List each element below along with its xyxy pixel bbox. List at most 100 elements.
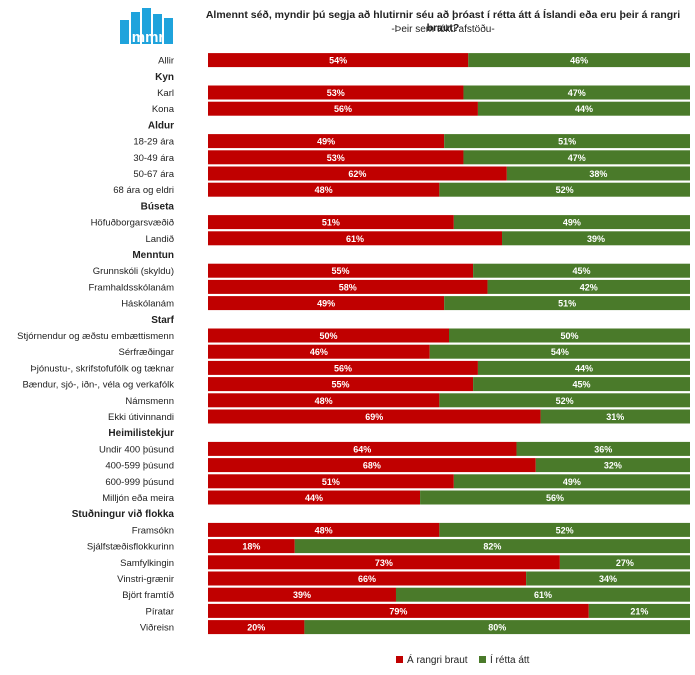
data-label: 47% bbox=[568, 153, 586, 163]
bar-retta-att bbox=[473, 377, 690, 392]
data-label: 44% bbox=[575, 104, 593, 114]
data-label: 56% bbox=[546, 493, 564, 503]
data-label: 51% bbox=[558, 137, 576, 147]
data-label: 50% bbox=[560, 331, 578, 341]
data-label: 49% bbox=[563, 477, 581, 487]
bar-rangri-braut bbox=[208, 571, 527, 586]
legend-swatch bbox=[396, 656, 403, 663]
bar-rangri-braut bbox=[208, 603, 589, 618]
data-label: 52% bbox=[556, 525, 574, 535]
bar-retta-att bbox=[502, 231, 690, 246]
category-label: Landið bbox=[145, 234, 174, 245]
group-header-label: Búseta bbox=[141, 201, 175, 212]
bar-retta-att bbox=[526, 571, 690, 586]
data-label: 52% bbox=[556, 396, 574, 406]
bar-rangri-braut bbox=[208, 409, 541, 424]
category-label: Framsókn bbox=[132, 525, 174, 536]
group-header-label: Kyn bbox=[155, 72, 174, 83]
category-label: Stjórnendur og æðstu embættismenn bbox=[17, 331, 174, 342]
data-label: 54% bbox=[551, 347, 569, 357]
bar-retta-att bbox=[516, 441, 690, 456]
data-label: 66% bbox=[358, 574, 376, 584]
data-label: 68% bbox=[363, 461, 381, 471]
logo-text: mmr bbox=[132, 29, 165, 46]
group-header-label: Heimilistekjur bbox=[108, 428, 174, 439]
bar-rangri-braut bbox=[208, 441, 517, 456]
data-label: 50% bbox=[319, 331, 337, 341]
data-label: 49% bbox=[317, 137, 335, 147]
category-label: 50-67 ára bbox=[133, 169, 174, 180]
bars-layer: Allir 54% 46% Kyn Karl 53% 47% Kona 56% 44% Aldur 1… bbox=[17, 53, 690, 635]
data-label: 79% bbox=[389, 606, 407, 616]
data-label: 44% bbox=[305, 493, 323, 503]
bar-retta-att bbox=[463, 85, 690, 100]
bar-rangri-braut bbox=[208, 296, 445, 311]
bar-rangri-braut bbox=[208, 263, 474, 278]
bar-retta-att bbox=[439, 393, 690, 408]
data-label: 39% bbox=[587, 234, 605, 244]
chart-subtitle: -Þeir sem tóku afstöðu- bbox=[391, 24, 495, 35]
bar-retta-att bbox=[506, 166, 690, 181]
data-label: 20% bbox=[247, 623, 265, 633]
legend-label: Á rangri braut bbox=[407, 653, 468, 666]
legend-swatch bbox=[479, 656, 486, 663]
data-label: 69% bbox=[365, 412, 383, 422]
category-label: Sérfræðingar bbox=[119, 347, 174, 358]
data-label: 48% bbox=[315, 525, 333, 535]
bar-rangri-braut bbox=[208, 150, 464, 165]
category-label: 30-49 ára bbox=[133, 153, 174, 164]
category-label: 18-29 ára bbox=[133, 137, 174, 148]
category-label: Undir 400 þúsund bbox=[99, 444, 174, 455]
data-label: 51% bbox=[558, 299, 576, 309]
category-label: Námsmenn bbox=[125, 396, 174, 407]
bar-retta-att bbox=[429, 344, 690, 359]
data-label: 73% bbox=[375, 558, 393, 568]
category-label: Háskólanám bbox=[121, 299, 174, 310]
category-label: Karl bbox=[157, 88, 174, 99]
group-header-label: Menntun bbox=[132, 250, 174, 261]
data-label: 62% bbox=[348, 169, 366, 179]
data-label: 45% bbox=[573, 266, 591, 276]
category-label: Grunnskóli (skyldu) bbox=[93, 266, 174, 277]
data-label: 54% bbox=[329, 56, 347, 66]
category-label: Framhaldsskólanám bbox=[88, 282, 174, 293]
data-label: 49% bbox=[563, 218, 581, 228]
bar-rangri-braut bbox=[208, 166, 507, 181]
bar-retta-att bbox=[294, 539, 690, 554]
data-label: 48% bbox=[315, 396, 333, 406]
data-label: 46% bbox=[570, 56, 588, 66]
bar-retta-att bbox=[439, 182, 690, 197]
data-label: 31% bbox=[606, 412, 624, 422]
bar-retta-att bbox=[395, 587, 690, 602]
bar-rangri-braut bbox=[208, 587, 396, 602]
bar-rangri-braut bbox=[208, 328, 449, 343]
category-label: Milljón eða meira bbox=[102, 493, 175, 504]
data-label: 47% bbox=[568, 88, 586, 98]
data-label: 21% bbox=[630, 606, 648, 616]
data-label: 55% bbox=[332, 380, 350, 390]
bar-retta-att bbox=[304, 620, 690, 635]
data-label: 64% bbox=[353, 444, 371, 454]
bar-rangri-braut bbox=[208, 522, 440, 537]
data-label: 18% bbox=[242, 542, 260, 552]
group-header-label: Stuðningur við flokka bbox=[72, 508, 175, 520]
category-label: Sjálfstæðisflokkurinn bbox=[87, 542, 174, 553]
bar-retta-att bbox=[453, 474, 690, 489]
data-label: 32% bbox=[604, 461, 622, 471]
bar-retta-att bbox=[535, 458, 690, 473]
data-label: 27% bbox=[616, 558, 634, 568]
legend-label: Í rétta átt bbox=[490, 653, 530, 666]
bar-rangri-braut bbox=[208, 101, 478, 116]
category-label: Píratar bbox=[145, 606, 174, 617]
data-label: 46% bbox=[310, 347, 328, 357]
bar-retta-att bbox=[444, 296, 690, 311]
data-label: 56% bbox=[334, 363, 352, 373]
category-label: Ekki útivinnandi bbox=[108, 412, 174, 423]
bar-rangri-braut bbox=[208, 85, 464, 100]
data-label: 38% bbox=[589, 169, 607, 179]
category-label: Samfylkingin bbox=[120, 558, 174, 569]
bar-retta-att bbox=[487, 279, 690, 294]
bar-rangri-braut bbox=[208, 360, 478, 375]
data-label: 45% bbox=[573, 380, 591, 390]
data-label: 53% bbox=[327, 153, 345, 163]
